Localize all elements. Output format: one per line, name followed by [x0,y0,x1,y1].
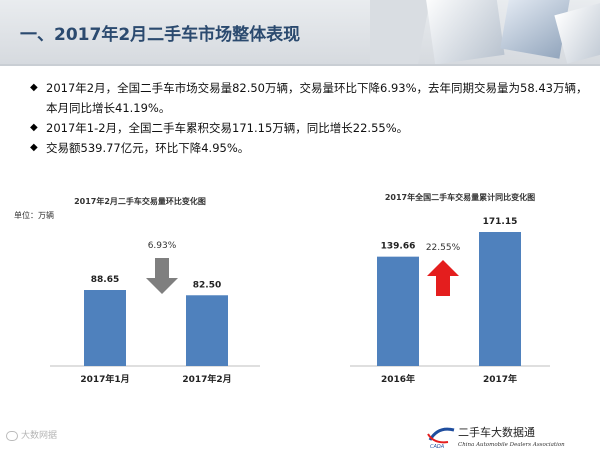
chart-title: 2017年全国二手车交易量累计同比变化图 [384,193,536,202]
category-label: 2017年 [483,373,517,385]
data-label: 82.50 [193,280,221,290]
bullet-item: 2017年2月，全国二手车市场交易量82.50万辆，交易量环比下降6.93%，去… [30,78,590,118]
change-label: 6.93% [148,241,177,251]
decorative-cubes [370,0,600,64]
category-label: 2017年1月 [80,373,129,385]
bar [479,232,521,366]
chart-yoy: 2017年全国二手车交易量累计同比变化图 139.66 2016年 171.15 20… [330,186,590,400]
bullet-item: 交易额539.77亿元，环比下降4.95%。 [30,138,590,158]
data-label: 139.66 [381,242,416,252]
change-label: 22.55% [426,243,461,253]
svg-text:二手车大数据通: 二手车大数据通 [458,425,535,439]
bar [84,290,126,366]
bullet-item: 2017年1-2月，全国二手车累积交易171.15万辆，同比增长22.55%。 [30,118,590,138]
cada-logo: CADA 二手车大数据通 China Automobile Dealers As… [427,425,565,450]
summary-bullets: 2017年2月，全国二手车市场交易量82.50万辆，交易量环比下降6.93%，去… [30,78,590,158]
footer: 大数网据 CADA 二手车大数据通 China Automobile Deale… [0,420,600,450]
arrow-down-icon [146,258,178,294]
bar [186,295,228,366]
chart-mom-svg: 88.65 2017年1月 82.50 2017年2月 6.93% [50,241,260,385]
svg-text:China Automobile Dealers Assoc: China Automobile Dealers Association [458,442,565,448]
header-banner: 一、2017年2月二手车市场整体表现 [0,0,600,64]
header-divider [0,64,600,66]
wechat-icon [6,430,18,441]
data-label: 171.15 [483,217,518,227]
unit-label: 单位：万辆 [14,211,54,220]
data-label: 88.65 [91,275,119,285]
chart-yoy-svg: 139.66 2016年 171.15 2017年 22.55% [350,217,550,385]
category-label: 2017年2月 [182,373,231,385]
watermark: 大数网据 [6,428,57,441]
chart-title: 2017年2月二手车交易量环比变化图 [74,197,206,206]
arrow-up-icon [427,260,459,296]
svg-text:CADA: CADA [430,444,445,450]
chart-mom: 2017年2月二手车交易量环比变化图 单位：万辆 88.65 2017年1月 82.… [10,186,270,400]
bar [377,256,419,366]
page-title: 一、2017年2月二手车市场整体表现 [20,25,301,45]
category-label: 2016年 [381,373,415,385]
